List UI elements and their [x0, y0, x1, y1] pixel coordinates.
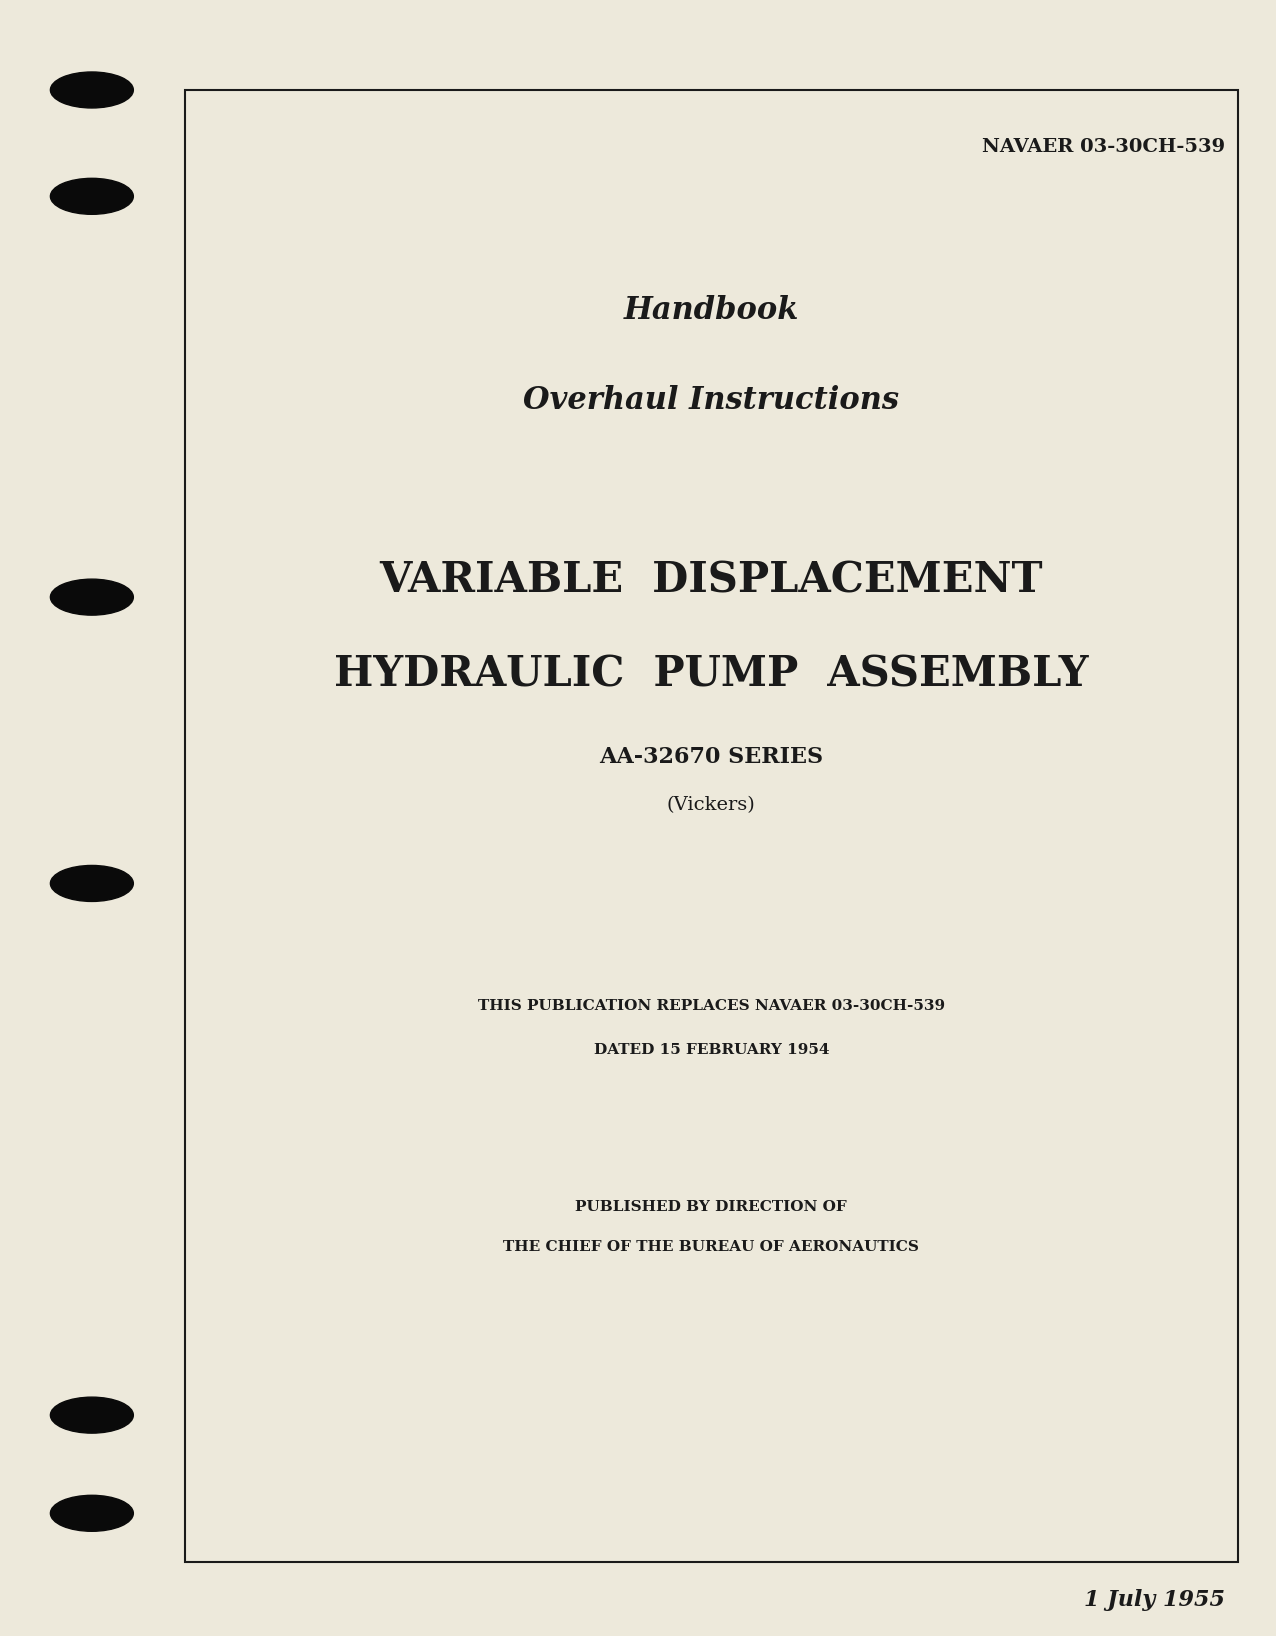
Text: Overhaul Instructions: Overhaul Instructions [523, 386, 900, 416]
Ellipse shape [51, 178, 133, 214]
Text: 1 July 1955: 1 July 1955 [1083, 1589, 1225, 1611]
Text: Handbook: Handbook [624, 296, 799, 326]
Text: THIS PUBLICATION REPLACES NAVAER 03-30CH-539: THIS PUBLICATION REPLACES NAVAER 03-30CH… [477, 1000, 946, 1013]
Text: VARIABLE  DISPLACEMENT: VARIABLE DISPLACEMENT [380, 560, 1042, 602]
Ellipse shape [51, 865, 133, 901]
Ellipse shape [51, 72, 133, 108]
Ellipse shape [51, 1495, 133, 1531]
Text: NAVAER 03-30CH-539: NAVAER 03-30CH-539 [981, 137, 1225, 157]
Text: THE CHIEF OF THE BUREAU OF AERONAUTICS: THE CHIEF OF THE BUREAU OF AERONAUTICS [504, 1240, 919, 1253]
Text: PUBLISHED BY DIRECTION OF: PUBLISHED BY DIRECTION OF [575, 1201, 847, 1214]
Text: HYDRAULIC  PUMP  ASSEMBLY: HYDRAULIC PUMP ASSEMBLY [334, 653, 1088, 695]
Ellipse shape [51, 1397, 133, 1433]
Ellipse shape [51, 579, 133, 615]
Text: DATED 15 FEBRUARY 1954: DATED 15 FEBRUARY 1954 [593, 1044, 829, 1057]
Bar [185, 90, 1238, 1562]
Text: AA-32670 SERIES: AA-32670 SERIES [600, 746, 823, 769]
Text: (Vickers): (Vickers) [667, 795, 755, 815]
